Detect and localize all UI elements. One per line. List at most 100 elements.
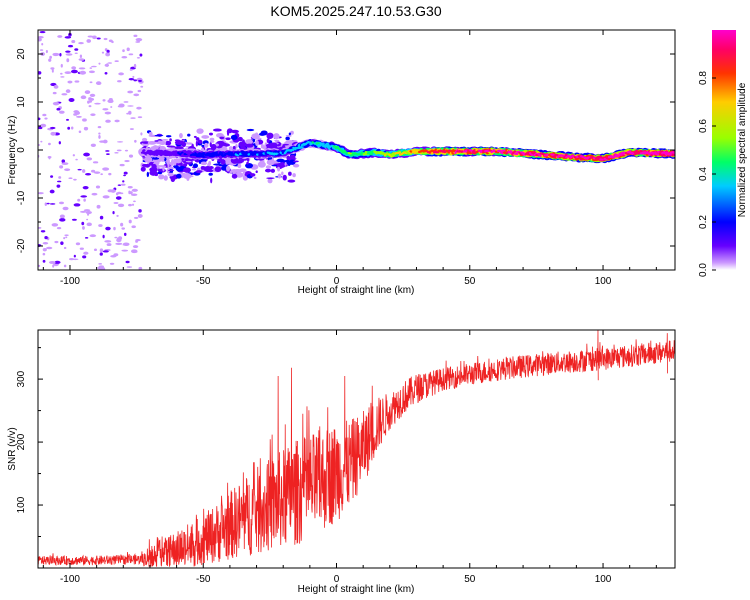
spectrogram-blob (271, 164, 278, 167)
spectrogram-blob (64, 36, 72, 39)
spectrogram-blob (61, 93, 68, 96)
spectrogram-blob (78, 130, 82, 133)
spectrogram-blob (50, 67, 55, 70)
spectrogram-blob (116, 149, 122, 152)
spectrogram-y-tick-label: -20 (16, 238, 27, 253)
spectrogram-blob (191, 168, 197, 171)
spectrogram-blob (133, 34, 138, 38)
spectrogram-blob (174, 158, 182, 164)
spectrogram-blob (213, 163, 222, 166)
spectrogram-blob (58, 110, 65, 114)
snr-x-ticks: -100 -50 0 50 100 (42, 330, 657, 585)
spectrogram-blob (137, 89, 142, 93)
spectrogram-blob (88, 105, 92, 108)
spectrogram-blob (89, 67, 93, 69)
spectrogram-ridge-segment (494, 150, 500, 154)
spectrogram-blob (65, 50, 71, 53)
spectrogram-blob (231, 173, 238, 179)
spectrogram-blob (293, 160, 299, 163)
spectrogram-blob (91, 65, 97, 68)
spectrogram-blob (80, 95, 87, 100)
spectrogram-blob (157, 165, 167, 168)
spectrogram-blob (58, 141, 61, 145)
spectrogram-blob (132, 245, 139, 249)
spectrogram-blob (101, 267, 106, 270)
spectrogram-blob (48, 142, 51, 146)
colorbar-tick-label: 0.4 (698, 167, 709, 181)
spectrogram-blob (128, 110, 132, 115)
spectrogram-blob (115, 242, 123, 246)
spectrogram-blob (128, 154, 134, 158)
spectrogram-blob (105, 226, 111, 231)
spectrogram-blob (103, 37, 108, 41)
spectrogram-blob (49, 126, 56, 130)
spectrogram-blob (52, 52, 60, 57)
spectrogram-blob (286, 155, 290, 161)
spectrogram-blob (104, 48, 108, 52)
spectrogram-blob (52, 264, 55, 268)
spectrogram-ridge-segment (168, 151, 173, 154)
spectrogram-ridge-segment (221, 154, 227, 157)
spectrogram-blob (65, 236, 68, 239)
spectrogram-blob (117, 191, 122, 195)
spectrogram-blob (267, 178, 273, 184)
spectrogram-blob (255, 170, 258, 174)
spectrogram-ridge-segment (373, 150, 378, 155)
spectrogram-blob (58, 176, 62, 179)
spectrogram-blob (38, 126, 43, 130)
spectrogram-blob (38, 36, 44, 39)
spectrogram-blob (207, 169, 214, 173)
spectrogram-blob (269, 142, 278, 147)
spectrogram-blob (42, 248, 47, 252)
spectrogram-blob (70, 69, 78, 74)
spectrogram-blob (98, 262, 103, 265)
spectrogram-blob (40, 140, 43, 143)
spectrogram-blob (230, 134, 238, 141)
spectrogram-blob (247, 158, 250, 162)
spectrogram-x-tick-label: -50 (196, 276, 211, 287)
spectrogram-x-ticks: -100 -50 0 50 100 (42, 30, 657, 287)
spectrogram-ridge-segment (198, 152, 203, 156)
spectrogram-blob (138, 209, 142, 213)
spectrogram-ridge-segment (241, 151, 246, 156)
spectrogram-ridge-segment (155, 151, 161, 155)
spectrogram-blob (79, 54, 83, 59)
spectrogram-frame (37, 29, 676, 271)
spectrogram-blob (121, 249, 129, 252)
spectrogram-blob (237, 163, 242, 169)
spectrogram-ridge-segment (620, 151, 625, 155)
spectrogram-blob (79, 70, 87, 75)
spectrogram-blob (93, 171, 101, 174)
spectrogram-blob (185, 160, 192, 163)
spectrogram-blob (74, 80, 80, 83)
spectrogram-blob (208, 160, 212, 166)
spectrogram-blob (195, 170, 203, 174)
spectrogram-ridge-segment (337, 147, 342, 151)
spectrogram-blob (59, 201, 64, 205)
spectrogram-blob (82, 185, 89, 190)
spectrogram-blob (292, 163, 300, 168)
spectrogram-blob (52, 91, 57, 95)
spectrogram-blob (140, 166, 146, 172)
spectrogram-blob (133, 200, 136, 203)
spectrogram-blob (124, 159, 130, 163)
spectrogram-blob (129, 68, 133, 71)
spectrogram-blob (46, 202, 50, 205)
spectrogram-blob (40, 230, 46, 233)
spectrogram-blob (49, 203, 56, 205)
spectrogram-blob (138, 266, 143, 270)
spectrogram-blob (182, 173, 192, 180)
spectrogram-blob (50, 131, 56, 136)
spectrogram-blob (288, 132, 291, 136)
spectrogram-blob (226, 130, 233, 133)
spectrogram-ridge-segment (396, 151, 402, 155)
spectrogram-blob (84, 90, 91, 95)
spectrogram-blob (137, 116, 143, 119)
spectrogram-blob (285, 134, 292, 137)
spectrogram-blob (225, 137, 231, 141)
spectrogram-blob (83, 251, 89, 255)
spectrogram-blob (214, 166, 222, 173)
spectrogram-blob (167, 172, 174, 177)
spectrogram-ridge-segment (153, 151, 158, 155)
spectrogram-blob (204, 142, 209, 148)
